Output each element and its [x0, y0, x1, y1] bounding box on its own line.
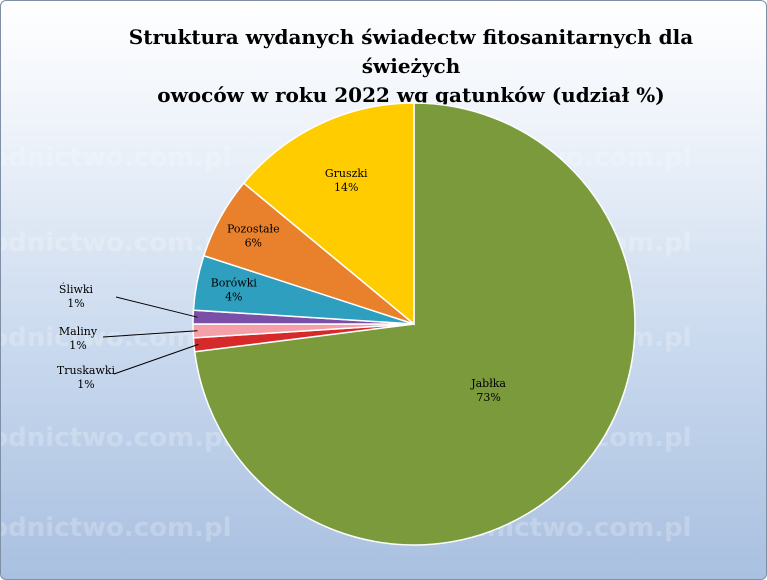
pie-slice-jablka: [193, 102, 636, 546]
leader-line-maliny: [102, 330, 198, 338]
slice-name-sliwki: Śliwki: [59, 282, 94, 296]
slice-value-truskawki: 1%: [77, 378, 94, 391]
watermark-text: ogrodnictwo.com.pl: [1, 228, 232, 258]
slice-name-truskawki: Truskawki: [57, 364, 116, 377]
slice-name-gruszki: Gruszki: [325, 167, 368, 180]
slice-name-jablka: Jabłka: [470, 377, 506, 390]
slice-value-borowki: 4%: [225, 291, 242, 304]
watermark-text: ogrodnictwo.com.pl: [1, 513, 232, 543]
chart-title: Struktura wydanych świadectw fitosanitar…: [81, 23, 741, 110]
slice-value-sliwki: 1%: [67, 297, 84, 310]
slice-name-maliny: Maliny: [59, 325, 98, 338]
slice-name-pozostale: Pozostałe: [227, 223, 280, 236]
chart-title-line-1: Struktura wydanych świadectw fitosanitar…: [128, 25, 694, 78]
watermark-text: ogrodnictwo.com.pl: [1, 423, 232, 453]
slice-name-borowki: Borówki: [211, 277, 258, 290]
slice-value-pozostale: 6%: [245, 237, 262, 250]
slice-value-maliny: 1%: [69, 339, 86, 352]
leader-line-sliwki: [115, 296, 198, 318]
slice-value-jablka: 73%: [476, 391, 500, 404]
slice-value-gruszki: 14%: [334, 181, 358, 194]
leader-line-truskawki: [113, 343, 199, 375]
watermark-text: ogrodnictwo.com.pl: [1, 143, 232, 173]
pie-slice-gruszki: [242, 102, 415, 326]
